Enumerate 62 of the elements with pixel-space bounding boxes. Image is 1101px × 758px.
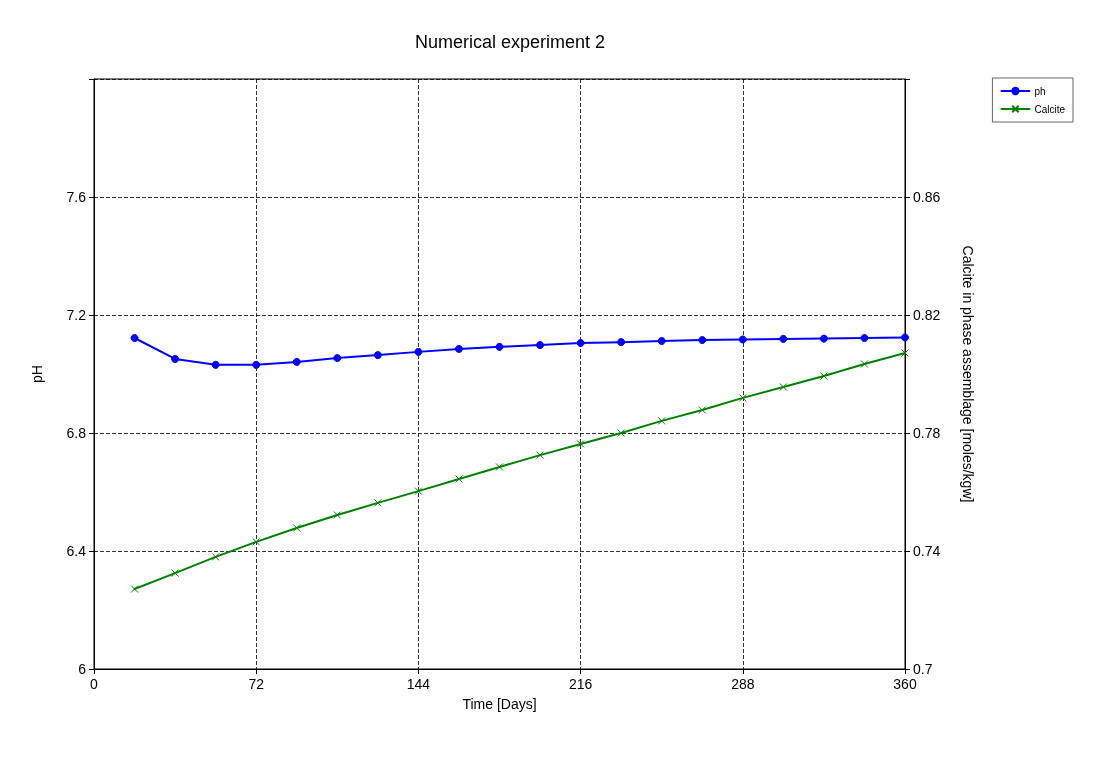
point <box>617 429 626 437</box>
chart-title: Numerical experiment 2 <box>414 32 606 52</box>
point <box>860 359 869 368</box>
point <box>819 334 828 343</box>
y-axis-title: pH <box>29 365 45 383</box>
x-tick-label: 144 <box>406 676 431 692</box>
y-tick-label: 6.8 <box>66 425 87 441</box>
point <box>617 338 626 347</box>
point <box>860 334 869 343</box>
point <box>211 552 220 561</box>
point <box>171 569 180 578</box>
point <box>130 334 139 343</box>
point <box>698 336 707 345</box>
x-tick-label: 288 <box>731 676 755 692</box>
point <box>657 336 666 345</box>
point <box>536 451 545 460</box>
y-tick-label: 6.4 <box>66 543 87 559</box>
point <box>495 462 504 471</box>
point <box>901 333 909 342</box>
y2-tick-label: 0.82 <box>913 307 941 323</box>
point <box>698 405 707 414</box>
x-tick-label: 360 <box>893 676 917 692</box>
point <box>738 335 747 344</box>
point <box>738 393 747 402</box>
point <box>333 511 342 520</box>
point <box>211 360 220 369</box>
y-tick-label: 7.6 <box>66 189 87 205</box>
y-tick-label: 6 <box>78 661 87 677</box>
point <box>414 347 423 356</box>
point <box>779 334 788 343</box>
point <box>576 439 585 448</box>
point <box>779 382 788 391</box>
point <box>495 342 504 351</box>
y2-tick-label: 0.86 <box>913 189 941 205</box>
legend-label: ph <box>1034 85 1046 97</box>
point <box>171 354 180 363</box>
y-tick-label: 7.2 <box>66 307 87 323</box>
y2-tick-label: 0.78 <box>913 425 941 441</box>
x-tick-label: 216 <box>568 676 593 692</box>
point <box>454 344 463 353</box>
x-axis-title: Time [Days] <box>462 696 537 712</box>
point <box>252 360 261 369</box>
point <box>414 487 423 496</box>
y2-axis-title: Calcite in phase assemblage [moles/kgw] <box>960 245 976 503</box>
legend-label: Calcite <box>1034 103 1066 115</box>
y2-tick-label: 0.7 <box>913 661 933 677</box>
point <box>292 523 301 532</box>
point <box>373 351 382 360</box>
x-tick-label: 72 <box>248 676 265 692</box>
point <box>292 357 301 366</box>
point <box>454 475 463 484</box>
point <box>819 372 828 381</box>
point <box>373 498 382 507</box>
point <box>576 339 585 348</box>
x-tick-label: 0 <box>90 676 99 692</box>
point <box>333 354 342 363</box>
point <box>657 416 666 425</box>
point <box>536 341 545 350</box>
point <box>901 349 909 358</box>
y2-tick-label: 0.74 <box>913 543 941 559</box>
point <box>130 585 139 594</box>
point <box>252 537 261 546</box>
